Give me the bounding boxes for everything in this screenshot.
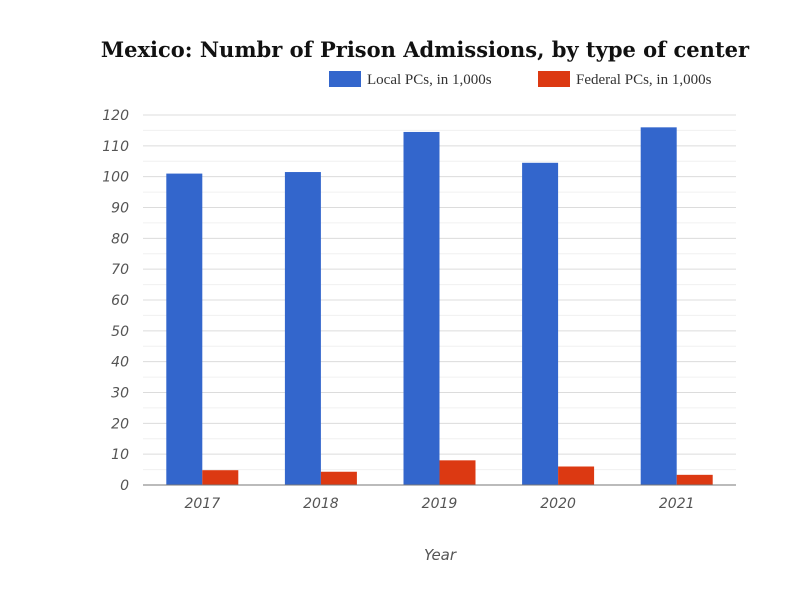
bar-federal[interactable] [202,470,239,485]
y-tick-label: 30 [111,386,129,402]
bar-local[interactable] [522,162,559,485]
bar-federal[interactable] [558,466,595,486]
y-tick-label: 90 [111,201,129,217]
chart-title: Mexico: Numbr of Prison Admissions, by t… [101,37,750,62]
x-axis-ticks: 2017 2018 2019 2020 2021 [184,496,694,512]
legend-item-local[interactable]: Local PCs, in 1,000s [329,71,492,88]
x-tick-label: 2020 [540,496,576,512]
legend-swatch-local [329,71,361,87]
bar-federal[interactable] [320,471,357,485]
x-tick-label: 2019 [422,496,458,512]
bar-federal[interactable] [439,460,476,485]
y-axis-ticks: 0 10 20 30 40 50 60 70 80 90 100 110 120 [102,108,129,494]
y-tick-label: 40 [111,355,129,371]
bars [166,127,713,486]
legend-label-local: Local PCs, in 1,000s [367,72,492,88]
bar-local[interactable] [166,173,203,486]
x-tick-label: 2017 [184,496,220,512]
y-tick-label: 80 [111,231,129,247]
legend-swatch-federal [538,71,570,87]
legend-label-federal: Federal PCs, in 1,000s [576,72,712,88]
legend: Local PCs, in 1,000s Federal PCs, in 1,0… [329,71,712,88]
bar-local[interactable] [403,131,440,486]
y-tick-label: 120 [102,108,129,124]
y-tick-label: 20 [111,416,129,432]
y-tick-label: 60 [111,293,129,309]
y-tick-label: 0 [120,478,129,494]
y-tick-label: 100 [102,170,129,186]
y-tick-label: 10 [111,447,129,463]
bar-federal[interactable] [676,474,713,485]
x-tick-label: 2018 [303,496,339,512]
y-tick-label: 110 [102,139,129,155]
y-tick-label: 50 [111,324,129,340]
x-axis-label: Year [424,546,457,564]
legend-item-federal[interactable]: Federal PCs, in 1,000s [538,71,712,88]
bar-local[interactable] [284,172,321,485]
y-tick-label: 70 [111,262,129,278]
bar-local[interactable] [640,127,677,485]
x-tick-label: 2021 [659,496,695,512]
